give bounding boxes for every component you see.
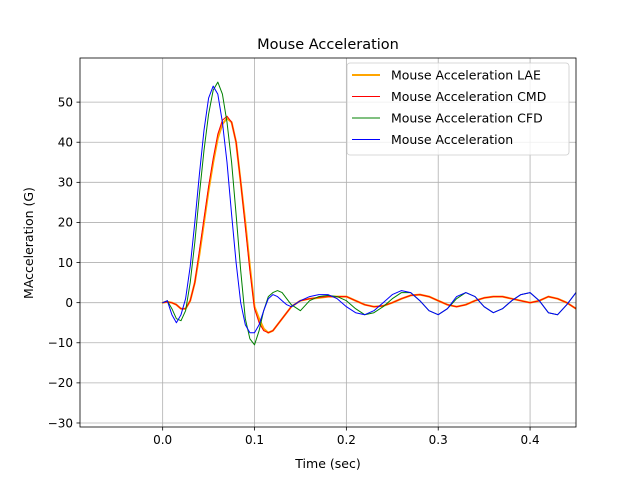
chart-title: Mouse Acceleration	[257, 37, 399, 53]
plot-frame	[79, 57, 577, 428]
y-tick-label: 20	[58, 216, 73, 230]
series-lines	[161, 81, 576, 346]
y-tick-label: 0	[65, 296, 73, 310]
x-tick-label: 0.1	[245, 433, 264, 447]
y-tick-label: −20	[48, 376, 73, 390]
x-tick-label: 0.0	[153, 433, 172, 447]
y-axis-label: MAcceleration (G)	[21, 187, 36, 299]
y-tick-label: 10	[58, 256, 73, 270]
legend-label-3: Mouse Acceleration	[391, 132, 513, 147]
y-axis-ticks: −30 −20 −10 0 10 20 30 40 50	[48, 95, 80, 430]
series-line-1	[162, 115, 576, 334]
legend-label-1: Mouse Acceleration CMD	[391, 89, 546, 104]
legend-label-2: Mouse Acceleration CFD	[391, 111, 543, 126]
y-tick-label: −30	[48, 416, 73, 430]
x-tick-label: 0.3	[429, 433, 448, 447]
legend: Mouse Acceleration LAE Mouse Acceleration…	[346, 62, 570, 156]
y-tick-label: 30	[58, 176, 73, 190]
x-axis-ticks: 0.0 0.1 0.2 0.3 0.4	[153, 427, 540, 447]
y-tick-label: −10	[48, 336, 73, 350]
legend-box	[346, 62, 570, 156]
x-tick-label: 0.4	[521, 433, 540, 447]
y-tick-label: 40	[58, 136, 73, 150]
y-tick-label: 50	[58, 95, 73, 109]
x-axis-label: Time (sec)	[294, 456, 360, 471]
x-tick-label: 0.2	[337, 433, 356, 447]
legend-label-0: Mouse Acceleration LAE	[391, 68, 541, 83]
series-line-3	[162, 85, 576, 334]
